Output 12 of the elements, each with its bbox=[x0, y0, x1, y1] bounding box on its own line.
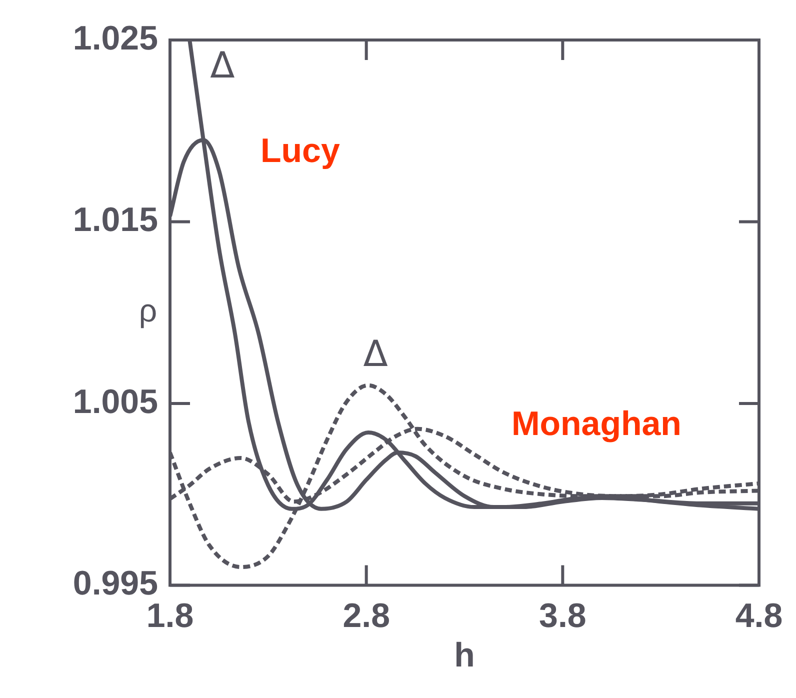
x-tick-label: 3.8 bbox=[539, 596, 586, 635]
annotation: Lucy bbox=[260, 132, 340, 170]
annotation: Monaghan bbox=[511, 404, 682, 443]
annotation: Δ bbox=[363, 334, 388, 376]
y-tick-label: 1.005 bbox=[72, 382, 158, 421]
y-tick-label: 1.025 bbox=[72, 19, 158, 58]
y-tick-label: 1.015 bbox=[72, 201, 158, 240]
annotation: Δ bbox=[210, 46, 236, 87]
y-axis-title: ρ bbox=[138, 292, 158, 328]
x-tick-label: 2.8 bbox=[342, 596, 390, 635]
x-axis-title: h bbox=[454, 636, 475, 675]
x-tick-label: 4.8 bbox=[735, 596, 783, 635]
